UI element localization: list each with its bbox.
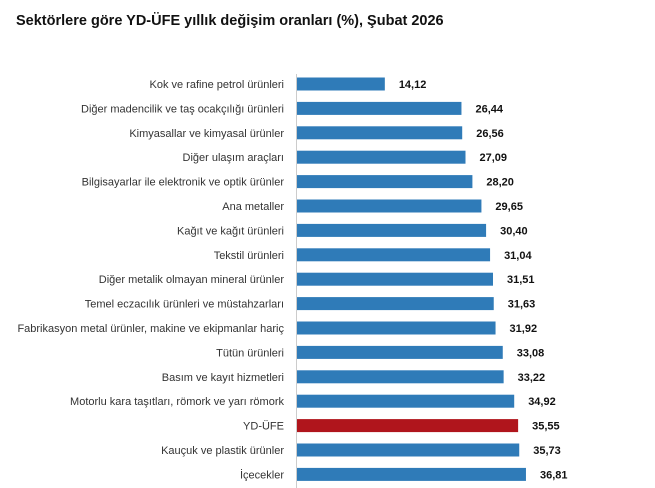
bar xyxy=(297,272,493,286)
bar xyxy=(297,321,496,335)
data-label: 31,92 xyxy=(510,323,538,335)
data-label: 36,81 xyxy=(540,469,568,481)
data-label: 31,04 xyxy=(504,250,532,262)
category-label: Diğer madencilik ve taş ocakçılığı ürünl… xyxy=(81,103,284,115)
data-label: 26,44 xyxy=(475,103,503,115)
bar xyxy=(297,223,487,237)
data-label: 35,73 xyxy=(533,445,561,457)
category-label: Kauçuk ve plastik ürünler xyxy=(161,445,284,457)
bar xyxy=(297,370,504,384)
bar xyxy=(297,419,519,433)
data-label: 33,08 xyxy=(517,347,545,359)
bar xyxy=(297,467,526,481)
data-label: 30,40 xyxy=(500,225,528,237)
category-label: Tütün ürünleri xyxy=(216,347,284,359)
category-label: İçecekler xyxy=(240,468,284,481)
category-label: Diğer ulaşım araçları xyxy=(183,152,284,164)
category-label: YD-ÜFE xyxy=(243,421,284,433)
data-label: 33,22 xyxy=(518,372,546,384)
bar xyxy=(297,77,385,91)
bar xyxy=(297,126,463,140)
chart-title: Sektörlere göre YD-ÜFE yıllık değişim or… xyxy=(16,13,444,29)
category-label: Basım ve kayıt hizmetleri xyxy=(162,372,284,384)
data-label: 27,09 xyxy=(479,152,507,164)
category-label: Bilgisayarlar ile elektronik ve optik ür… xyxy=(82,177,285,189)
bar xyxy=(297,199,482,213)
bar xyxy=(297,101,462,115)
data-label: 29,65 xyxy=(495,201,523,213)
data-label: 31,63 xyxy=(508,299,536,311)
data-label: 14,12 xyxy=(399,79,427,91)
bar xyxy=(297,443,520,457)
category-label: Kağıt ve kağıt ürünleri xyxy=(177,225,284,237)
bar xyxy=(297,297,494,311)
data-label: 34,92 xyxy=(528,396,556,408)
bar xyxy=(297,248,491,262)
bar xyxy=(297,394,515,408)
category-label: Kimyasallar ve kimyasal ürünler xyxy=(129,128,284,140)
data-label: 31,51 xyxy=(507,274,535,286)
category-label: Tekstil ürünleri xyxy=(214,250,284,262)
category-label: Diğer metalik olmayan mineral ürünler xyxy=(99,274,285,286)
category-label: Ana metaller xyxy=(222,201,284,213)
category-label: Kok ve rafine petrol ürünleri xyxy=(149,79,284,91)
data-label: 35,55 xyxy=(532,421,560,433)
data-label: 26,56 xyxy=(476,128,504,140)
category-label: Temel eczacılık ürünleri ve müstahzarlar… xyxy=(85,299,284,311)
category-label: Motorlu kara taşıtları, römork ve yarı r… xyxy=(70,396,284,408)
bar xyxy=(297,175,473,189)
category-label: Fabrikasyon metal ürünler, makine ve eki… xyxy=(17,323,284,335)
data-label: 28,20 xyxy=(486,177,514,189)
bar xyxy=(297,150,466,164)
bar xyxy=(297,345,503,359)
